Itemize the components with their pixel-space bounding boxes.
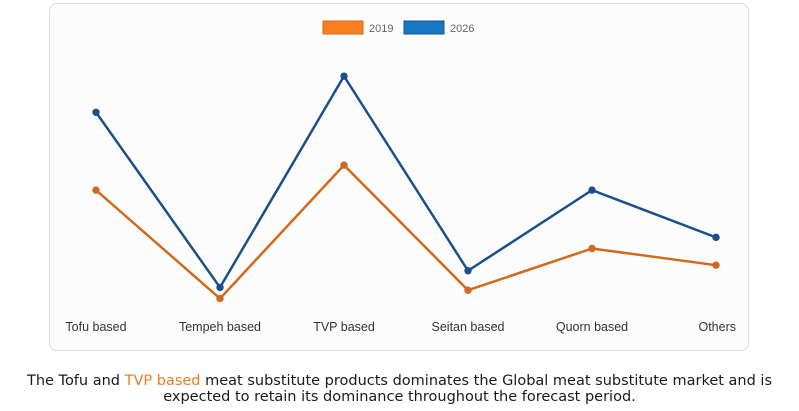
data-point-2019-2 [340, 161, 348, 169]
caption-line-1: The Tofu and TVP based meat substitute p… [0, 373, 799, 389]
series-line-2019 [95, 163, 717, 300]
data-point-2026-3 [464, 267, 472, 275]
series-line-2026 [94, 74, 717, 289]
data-point-2026-4 [588, 186, 596, 194]
caption-text-middle: meat substitute products dominates the G… [205, 373, 773, 389]
data-point-2026-2 [340, 72, 348, 80]
data-point-2019-0 [92, 186, 100, 194]
caption-highlight: TVP based [124, 373, 201, 389]
chart-caption: The Tofu and TVP based meat substitute p… [0, 373, 799, 405]
legend-swatch-2019 [322, 20, 364, 35]
x-tick-label: Quorn based [556, 320, 628, 334]
caption-line-2: expected to retain its dominance through… [163, 389, 636, 405]
legend-label-2019: 2019 [369, 23, 393, 35]
data-point-2019-4 [588, 244, 596, 253]
x-tick-label: Seitan based [432, 320, 505, 334]
caption-text-start: The Tofu and [26, 373, 120, 389]
legend-label-2026: 2026 [450, 23, 474, 35]
data-point-2019-5 [712, 261, 720, 269]
data-point-2026-0 [92, 108, 100, 116]
x-tick-label: Others [698, 320, 736, 334]
data-point-2019-1 [216, 294, 224, 303]
legend-swatch-2026 [403, 20, 445, 35]
x-tick-label: Tofu based [65, 320, 126, 334]
data-point-2019-3 [464, 286, 472, 294]
chart-card [49, 3, 749, 351]
x-tick-label: Tempeh based [179, 320, 261, 334]
data-point-2026-1 [216, 283, 224, 292]
data-point-2026-5 [712, 233, 720, 242]
x-tick-label: TVP based [313, 320, 375, 334]
line-chart: 2019 2026 Tofu based Tempeh based TVP based S… [65, 20, 736, 334]
